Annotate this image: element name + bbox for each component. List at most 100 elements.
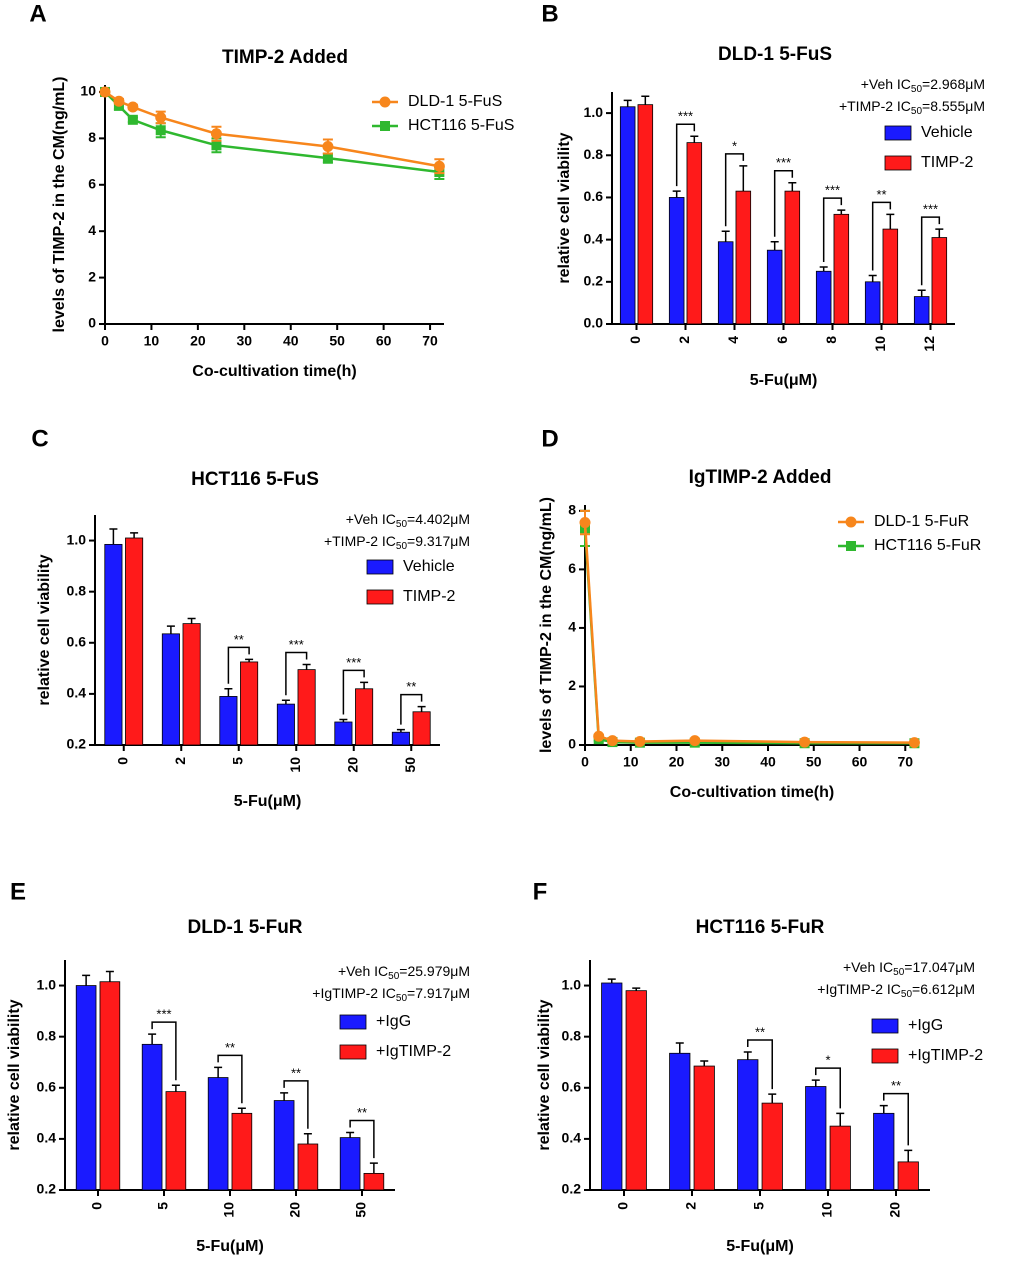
x-tick-label: 12 [921,336,937,352]
significance-stars: ** [357,1105,367,1120]
significance-bracket [675,123,696,187]
significance-stars: * [732,138,737,153]
y-tick-label: 0 [88,315,96,331]
bar [668,197,685,325]
significance-stars: ** [291,1065,301,1080]
x-tick-label: 5 [229,757,245,765]
bar [391,731,410,746]
y-tick-label: 0.8 [37,1027,57,1043]
note-part: +Veh IC [346,511,396,527]
error-bar [935,228,944,238]
significance-bracket [724,153,745,227]
bar [864,281,881,325]
bar [334,721,353,746]
x-tick-label: 50 [353,1202,369,1218]
x-tick-label: 6 [774,336,790,344]
bar [161,633,180,746]
x-tick-label: 30 [714,754,730,770]
bar [276,703,295,746]
error-bar [811,1079,820,1087]
error-bar [360,681,369,689]
y-axis-label: levels of TIMP-2 in the CM(ng/mL) [538,497,555,753]
significance-bracket [920,216,941,286]
error-bar [346,1131,355,1138]
x-axis-label: Co-cultivation time(h) [192,363,356,380]
legend-swatch [366,559,394,575]
significance-bracket [773,169,794,237]
error-bar [109,528,118,545]
bar [761,1102,783,1191]
significance-bracket [815,1067,841,1109]
marker [593,730,605,742]
x-tick-label: 20 [287,1202,303,1218]
panel-label: E [10,878,26,905]
legend-swatch [366,589,394,605]
marker [634,735,646,747]
ic50-note: +Veh IC50=2.968μM [861,76,985,95]
legend-swatch [339,1014,367,1030]
significance-stars: *** [678,109,693,124]
note-part: +IgTIMP-2 IC [312,985,396,1001]
x-tick-label: 10 [623,754,639,770]
note-part: +Veh IC [861,76,911,92]
subscript: 50 [911,106,923,117]
y-tick-label: 0.8 [67,582,87,598]
x-tick-label: 10 [287,757,303,773]
bar [75,985,97,1191]
error-bar [700,1060,709,1067]
marker [799,736,811,748]
y-tick-label: 0.2 [67,736,87,752]
y-tick-label: 0.4 [37,1130,57,1146]
subscript: 50 [396,519,408,530]
marker [155,111,167,123]
significance-bracket [217,1054,243,1104]
subscript: 50 [396,993,408,1004]
bar [735,190,752,325]
error-bar [214,1066,223,1078]
panel-label: B [541,0,558,27]
legend-swatch [871,1018,899,1034]
significance-stars: * [825,1053,830,1068]
x-tick-label: 0 [101,333,109,349]
significance-stars: *** [346,655,361,670]
x-tick-label: 70 [422,333,438,349]
x-tick-label: 50 [329,333,345,349]
marker [579,517,591,529]
significance-bracket [151,1021,177,1081]
marker [127,114,138,125]
ic50-note: +IgTIMP-2 IC50=6.612μM [817,981,975,1000]
error-bar [396,728,405,733]
significance-stars: ** [876,187,886,202]
bar [686,142,703,325]
error-bar [868,274,877,282]
x-tick-label: 2 [676,336,692,344]
chart-title: IgTIMP-2 Added [689,467,832,488]
error-bar [675,1042,684,1054]
bar [240,661,259,746]
error-bar [281,699,290,705]
y-tick-label: 0.6 [67,633,87,649]
bar [931,237,948,325]
legend-label: +IgTIMP-2 [908,1047,983,1064]
error-bar [739,165,748,192]
x-tick-label: 2 [172,757,188,765]
y-tick-label: 1.0 [37,976,57,992]
error-bar [166,625,175,634]
x-tick-label: 4 [725,336,741,344]
significance-bracket [400,693,423,725]
significance-stars: ** [755,1024,765,1039]
bar [829,1125,851,1191]
note-part: +Veh IC [338,963,388,979]
error-bar [171,1084,180,1092]
y-axis-label: relative cell viability [556,132,573,283]
bar [99,981,121,1191]
error-bar [879,1104,888,1114]
x-tick-label: 8 [823,336,839,344]
significance-bracket [747,1039,773,1090]
y-tick-label: 0.6 [584,188,604,204]
marker [689,735,701,747]
error-bar [672,190,681,198]
y-axis-label: relative cell viability [6,999,23,1150]
marker [99,86,111,98]
y-tick-label: 0.4 [562,1130,582,1146]
